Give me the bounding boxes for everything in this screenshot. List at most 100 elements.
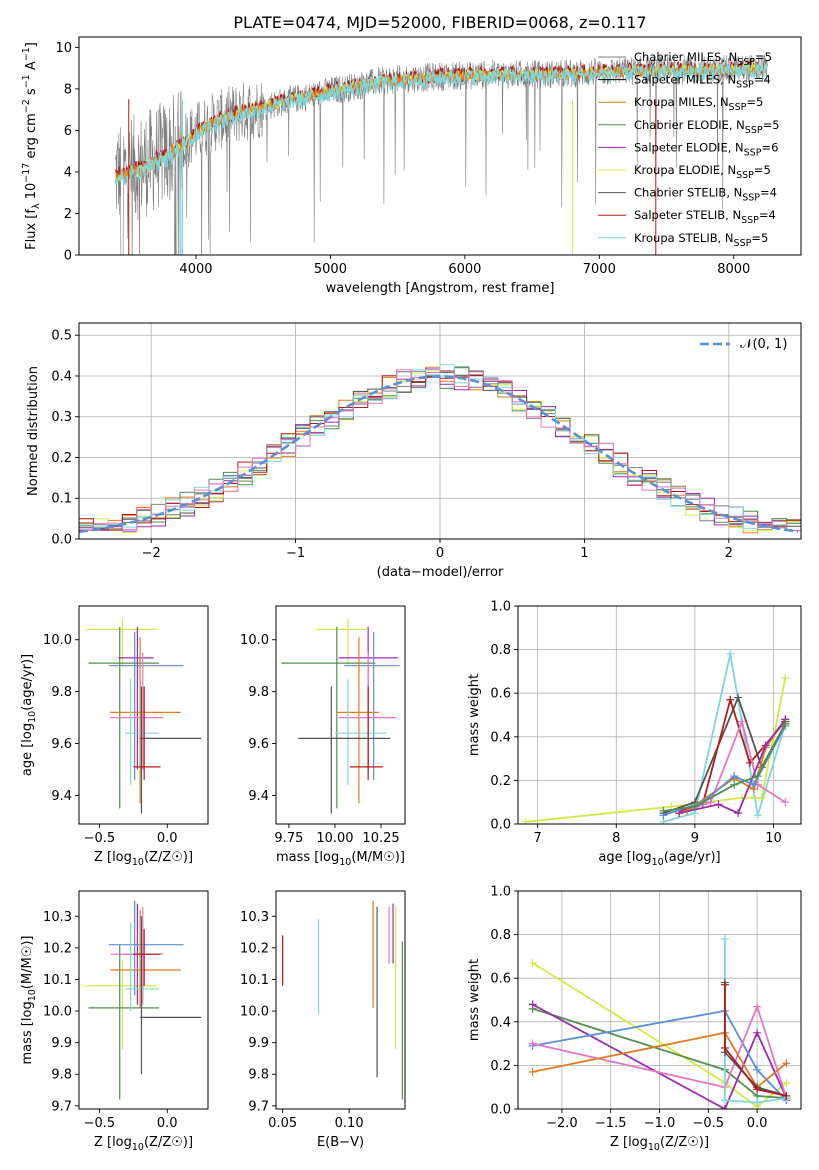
x-axis-label: E(B−V) (317, 1135, 364, 1150)
x-tick-label: −2.0 (546, 1116, 578, 1131)
x-tick-label: 0.0 (157, 1116, 178, 1131)
label-part: wavelength [Angstrom, rest frame] (326, 281, 555, 296)
x-axis-label: age [log10(age/yr)] (598, 850, 720, 868)
y-tick-label: 0.3 (51, 410, 72, 425)
weight-marker (720, 1043, 729, 1052)
y-tick-label: 9.4 (248, 789, 269, 804)
x-axis-label: wavelength [Angstrom, rest frame] (326, 281, 555, 296)
x-tick-label: 6000 (448, 262, 481, 277)
y-tick-label: 9.7 (51, 1099, 72, 1114)
age_vs_Z-points (85, 618, 202, 814)
weight-marker (720, 1096, 729, 1105)
weight-marker (782, 1091, 791, 1100)
weight-line (724, 984, 787, 1097)
y-tick-label: 9.8 (51, 685, 72, 700)
y-tick-label: 1.0 (490, 885, 511, 900)
x-tick-label: 10 (765, 831, 782, 846)
label-part: 10 (648, 1142, 660, 1153)
label-part: 10 (132, 1142, 144, 1153)
weight-marker (757, 793, 766, 802)
label-part: (M/M☉)] (351, 850, 405, 865)
weight-marker (734, 809, 743, 818)
age_vs_Z-frame (78, 605, 209, 825)
weight-marker (749, 780, 758, 789)
weight-marker (753, 1065, 762, 1074)
y-tick-label: 1.0 (490, 600, 511, 615)
label-part: Chabrier MILES, N (634, 50, 737, 64)
weight-line (532, 1009, 788, 1101)
label-part: Normed distribution (26, 366, 41, 496)
x-tick-label: 9.75 (274, 831, 303, 846)
weight-marker (706, 798, 715, 807)
label-part: SSP (741, 215, 759, 226)
x-tick-label: 8 (612, 831, 620, 846)
spectrum-model-line (114, 60, 768, 255)
label-part: =4 (759, 208, 776, 222)
y-tick-label: 10.1 (43, 973, 72, 988)
label-part: Salpeter ELODIE, N (634, 140, 744, 154)
y-axis-label: mass weight (467, 674, 482, 756)
label-part: (age/yr)] (20, 654, 35, 711)
label-part: 10 (27, 711, 38, 723)
label-part: Chabrier ELODIE, N (634, 118, 745, 132)
y-tick-label: 10.0 (240, 633, 269, 648)
weight-marker (753, 1002, 762, 1011)
y-tick-label: 10.3 (43, 910, 72, 925)
weight-marker (781, 798, 790, 807)
y-tick-label: 9.6 (248, 737, 269, 752)
label-part: SSP (745, 125, 763, 136)
y-tick-label: 9.6 (51, 737, 72, 752)
label-part: Salpeter STELIB, N (634, 208, 741, 222)
label-part: SSP (736, 170, 754, 181)
label-part: =5 (746, 95, 763, 109)
x-axis-label: Z [log10(Z/Z☉)] (610, 1135, 709, 1153)
y-tick-label: 0.6 (490, 687, 511, 702)
weight-marker (781, 719, 790, 728)
weight-marker (734, 693, 743, 702)
x-tick-label: 0.10 (335, 1116, 364, 1131)
x-tick-label: −1.0 (644, 1116, 676, 1131)
age_vs_mass-axes: 9.75 10.00 10.25 9.4 9.6 9.8 10.0 mass [log10(M… (240, 633, 405, 868)
x-tick-label: 7000 (583, 262, 616, 277)
x-tick-label: 2 (725, 546, 733, 561)
weight-marker (528, 1039, 537, 1048)
weight-marker (753, 1028, 762, 1037)
residuals-frame (78, 322, 802, 540)
label-part: mass weight (467, 674, 482, 756)
y-axis-label: mass [log10(M/M☉)] (20, 936, 38, 1065)
label-part: log (628, 1135, 648, 1150)
legend-label: Salpeter STELIB, NSSP=4 (634, 208, 776, 226)
mass_vs_Z-points (85, 900, 202, 1100)
label-part: 10 (652, 857, 664, 868)
x-tick-label: −1 (286, 546, 305, 561)
label-part: =5 (751, 231, 768, 245)
weight-marker (720, 980, 729, 989)
weight-line (532, 962, 787, 1108)
label-part: SSP (734, 238, 752, 249)
x-tick-label: 0.05 (268, 1116, 297, 1131)
label-part: log (112, 1135, 132, 1150)
legend-label: Kroupa STELIB, NSSP=5 (634, 231, 768, 249)
label-part: =5 (754, 163, 771, 177)
x-axis-label: mass [log10(M/M☉)] (276, 850, 405, 868)
label-part: 10 (132, 857, 144, 868)
weight-marker (726, 695, 735, 704)
weight-line (532, 1007, 787, 1099)
y-tick-label: 4 (64, 165, 72, 180)
residual-histograms (79, 364, 801, 534)
spectrum-lines (114, 55, 768, 255)
label-part: SSP (729, 102, 747, 113)
mass_vs_EBV-points (282, 900, 403, 1100)
label-part: =4 (760, 186, 777, 200)
x-tick-label: 8000 (717, 262, 750, 277)
weight-marker (690, 802, 699, 811)
y-tick-label: 0.6 (490, 972, 511, 987)
weight-marker (753, 772, 762, 781)
residual-histogram (79, 369, 801, 531)
x-tick-label: 9 (691, 831, 699, 846)
legend-label: Salpeter MILES, NSSP=4 (634, 73, 771, 91)
